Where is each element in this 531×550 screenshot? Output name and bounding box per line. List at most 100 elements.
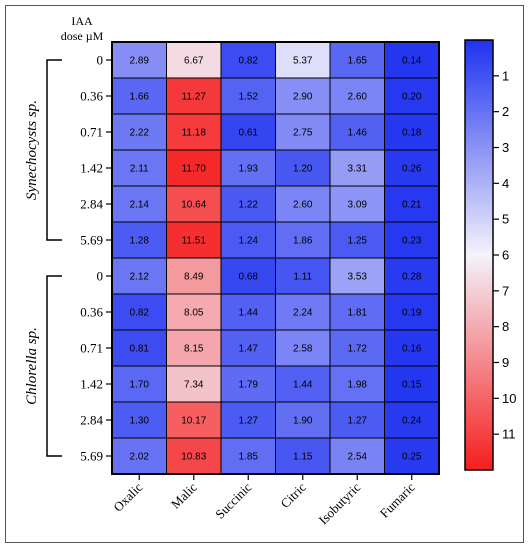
row-dose-label: 1.42 xyxy=(80,377,103,392)
row-dose-label: 2.84 xyxy=(80,197,103,212)
heatmap-cell xyxy=(220,257,276,295)
heatmap-cell xyxy=(220,77,276,115)
cell-value-label: 11.27 xyxy=(182,92,207,103)
cell-value-label: 1.65 xyxy=(348,56,368,67)
column-label: Fumaric xyxy=(377,479,418,520)
colorbar-gradient xyxy=(464,39,494,471)
cell-value-label: 2.22 xyxy=(130,128,150,139)
row-dose-label: 0.36 xyxy=(80,305,103,320)
cell-value-label: 11.18 xyxy=(182,128,207,139)
cell-value-label: 0.15 xyxy=(402,380,422,391)
row-labels: 0 0.36 0.71 1.42 2.84 5.69 0 0.36 0.71 1.42 2.84 5.… xyxy=(80,53,112,464)
cell-value-label: 1.27 xyxy=(348,416,368,427)
cell-value-label: 0.26 xyxy=(402,164,422,175)
cell-value-label: 0.16 xyxy=(402,344,422,355)
cell-value-label: 0.19 xyxy=(402,308,422,319)
group-bracket xyxy=(46,59,62,241)
heatmap-cell xyxy=(220,149,276,187)
heatmap-cell xyxy=(220,365,276,403)
cell-value-label: 0.82 xyxy=(130,308,150,319)
cell-value-label: 0.25 xyxy=(402,452,422,463)
column-label: Malic xyxy=(168,479,200,511)
row-axis-title-line2: dose µM xyxy=(61,29,104,43)
cell-value-label: 0.61 xyxy=(239,128,259,139)
colorbar-tick-label: 5 xyxy=(502,212,509,227)
cell-value-label: 10.64 xyxy=(181,200,206,211)
cell-value-label: 1.11 xyxy=(293,272,312,283)
heatmap-cell xyxy=(275,113,331,151)
heatmap-cell xyxy=(275,149,331,187)
heatmap-cell xyxy=(166,41,222,79)
cell-value-label: 1.44 xyxy=(239,308,259,319)
group-brackets: Synechocysts sp. Chlorella sp. xyxy=(24,59,62,457)
column-label: Isobutyric xyxy=(315,479,363,527)
cell-value-label: 1.93 xyxy=(239,164,259,175)
colorbar-tick-label: 8 xyxy=(502,319,509,334)
cell-value-label: 10.17 xyxy=(181,416,206,427)
heatmap-cell xyxy=(329,77,385,115)
cell-value-label: 1.27 xyxy=(239,416,259,427)
cell-value-label: 3.53 xyxy=(348,272,368,283)
cell-value-label: 1.22 xyxy=(239,200,259,211)
row-dose-label: 0.71 xyxy=(80,341,103,356)
heatmap-cell xyxy=(329,257,385,295)
cell-value-label: 2.89 xyxy=(130,56,150,67)
row-dose-label: 5.69 xyxy=(80,449,103,464)
heatmap-cell xyxy=(329,149,385,187)
colorbar-tick-label: 7 xyxy=(502,283,509,298)
heatmap-cell xyxy=(275,257,331,295)
row-axis-title-line1: IAA xyxy=(71,14,93,28)
cell-value-label: 1.25 xyxy=(348,236,368,247)
colorbar-tick-label: 2 xyxy=(502,104,509,119)
cell-value-label: 2.75 xyxy=(293,128,313,139)
cell-value-label: 5.37 xyxy=(293,56,313,67)
cell-value-label: 0.81 xyxy=(130,344,150,355)
cell-value-label: 1.85 xyxy=(239,452,259,463)
figure-frame xyxy=(5,5,524,543)
cell-value-label: 3.09 xyxy=(348,200,368,211)
heatmap-cell xyxy=(384,41,440,79)
colorbar-tick-label: 1 xyxy=(502,68,509,83)
cell-value-label: 0.21 xyxy=(402,200,422,211)
cell-value-label: 1.98 xyxy=(348,380,368,391)
heatmap-cell xyxy=(384,329,440,367)
colorbar-tick-label: 9 xyxy=(502,355,509,370)
heatmap-cell xyxy=(384,185,440,223)
cell-value-label: 8.49 xyxy=(184,272,204,283)
row-dose-label: 0.71 xyxy=(80,125,103,140)
colorbar: 1 2 3 4 5 6 7 8 9 10 11 xyxy=(464,39,516,471)
row-dose-label: 0 xyxy=(97,269,104,284)
cell-value-label: 2.58 xyxy=(293,344,313,355)
heatmap-cell xyxy=(329,221,385,259)
heatmap-cell xyxy=(220,329,276,367)
heatmap-cell xyxy=(384,401,440,439)
cell-value-label: 1.52 xyxy=(239,92,259,103)
heatmap-cell xyxy=(166,437,222,475)
group-label: Chlorella sp. xyxy=(24,327,40,405)
cell-value-label: 1.86 xyxy=(293,236,313,247)
cell-value-label: 7.34 xyxy=(184,380,204,391)
cell-value-label: 8.15 xyxy=(184,344,204,355)
cell-value-label: 0.18 xyxy=(402,128,422,139)
cell-value-label: 2.60 xyxy=(293,200,313,211)
cell-value-label: 0.24 xyxy=(402,416,422,427)
colorbar-tick-label: 11 xyxy=(502,427,516,442)
heatmap-cell xyxy=(166,113,222,151)
cell-value-label: 1.28 xyxy=(130,236,150,247)
cell-value-label: 0.20 xyxy=(402,92,422,103)
heatmap-border xyxy=(111,41,440,475)
cell-value-label: 2.11 xyxy=(130,164,149,175)
cell-value-label: 3.31 xyxy=(348,164,368,175)
heatmap-cell xyxy=(111,437,167,475)
cell-value-label: 2.90 xyxy=(293,92,313,103)
cell-value-label: 11.70 xyxy=(182,164,207,175)
cell-value-label: 2.02 xyxy=(130,452,150,463)
cell-value-label: 1.15 xyxy=(293,452,313,463)
row-dose-label: 1.42 xyxy=(80,161,103,176)
cell-value-label: 1.20 xyxy=(293,164,313,175)
colorbar-tick-label: 10 xyxy=(502,391,516,406)
heatmap-cell xyxy=(329,185,385,223)
heatmap-cell xyxy=(166,329,222,367)
heatmap-cell xyxy=(275,401,331,439)
